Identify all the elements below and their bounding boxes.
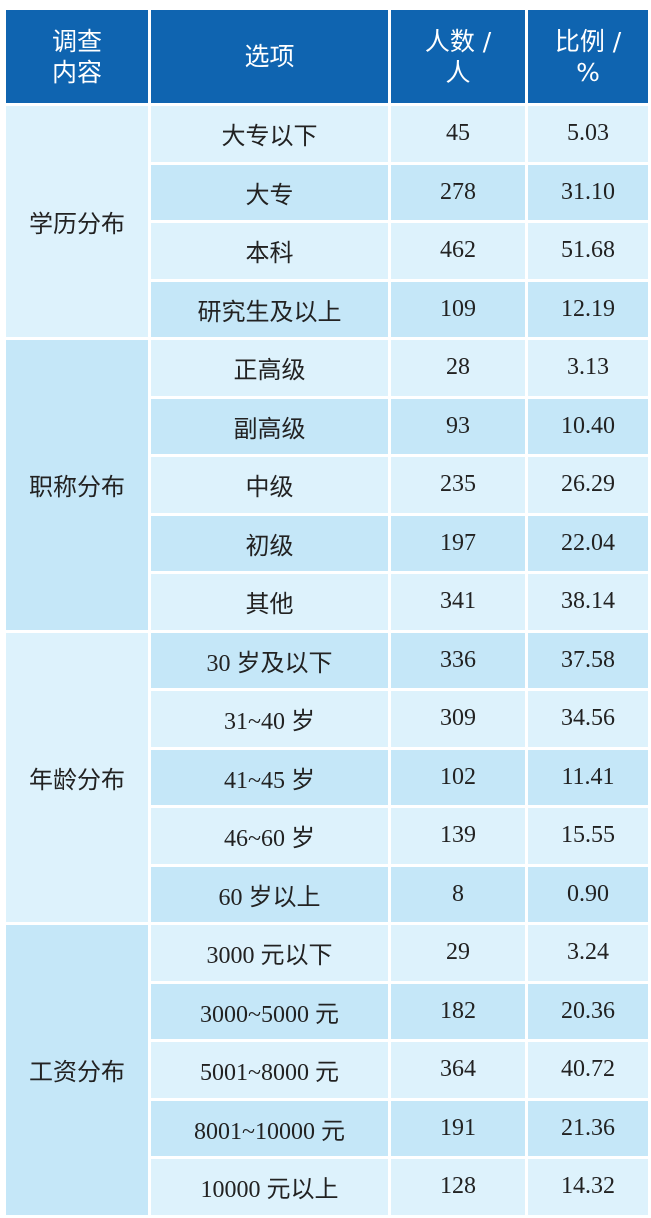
percent-cell: 38.14 <box>528 574 648 630</box>
count-cell: 462 <box>391 223 525 279</box>
count-cell: 191 <box>391 1100 525 1156</box>
table-row: 其他 341 38.14 <box>6 574 648 630</box>
count-cell: 235 <box>391 457 525 513</box>
group-name-cell: 学历分布 <box>6 106 148 337</box>
option-cell: 3000~5000 元 <box>151 983 388 1039</box>
percent-cell: 51.68 <box>528 223 648 279</box>
table-row: 31~40 岁 309 34.56 <box>6 691 648 747</box>
percent-cell: 37.58 <box>528 632 648 688</box>
count-cell: 29 <box>391 925 525 981</box>
header-percent: 比例 /% <box>528 10 648 103</box>
count-cell: 93 <box>391 398 525 454</box>
option-cell: 本科 <box>151 223 388 279</box>
percent-cell: 22.04 <box>528 515 648 571</box>
percent-cell: 3.24 <box>528 925 648 981</box>
option-cell: 副高级 <box>151 398 388 454</box>
header-text: 比例 / <box>554 26 622 56</box>
count-cell: 309 <box>391 691 525 747</box>
group-name-cell: 工资分布 <box>6 925 148 1215</box>
percent-cell: 10.40 <box>528 398 648 454</box>
count-cell: 128 <box>391 1159 525 1215</box>
percent-cell: 20.36 <box>528 983 648 1039</box>
table-row: 8001~10000 元 191 21.36 <box>6 1100 648 1156</box>
count-cell: 109 <box>391 281 525 337</box>
percent-cell: 31.10 <box>528 164 648 220</box>
table-row: 大专 278 31.10 <box>6 164 648 220</box>
table-row: 本科 462 51.68 <box>6 223 648 279</box>
percent-cell: 3.13 <box>528 340 648 396</box>
count-cell: 8 <box>391 866 525 922</box>
percent-cell: 15.55 <box>528 808 648 864</box>
option-cell: 8001~10000 元 <box>151 1100 388 1156</box>
header-text: 调查 <box>51 26 102 56</box>
percent-cell: 14.32 <box>528 1159 648 1215</box>
percent-cell: 26.29 <box>528 457 648 513</box>
table-body: 学历分布 大专以下 45 5.03 大专 278 31.10 本科 462 51.68 研究生及以上… <box>6 106 648 1215</box>
header-survey-content: 调查 内容 <box>6 10 148 103</box>
percent-cell: 11.41 <box>528 749 648 805</box>
option-cell: 60 岁以上 <box>151 866 388 922</box>
table-row: 研究生及以上 109 12.19 <box>6 281 648 337</box>
header-row: 调查 内容 选项 人数 / 人 比例 /% <box>6 10 648 103</box>
header-text: % <box>576 57 600 87</box>
count-cell: 197 <box>391 515 525 571</box>
option-cell: 中级 <box>151 457 388 513</box>
percent-cell: 40.72 <box>528 1042 648 1098</box>
table-row: 年龄分布 30 岁及以下 336 37.58 <box>6 632 648 922</box>
option-cell: 3000 元以下 <box>151 925 388 981</box>
option-cell: 41~45 岁 <box>151 749 388 805</box>
percent-cell: 12.19 <box>528 281 648 337</box>
table-row: 46~60 岁 139 15.55 <box>6 808 648 864</box>
option-cell: 初级 <box>151 515 388 571</box>
percent-cell: 5.03 <box>528 106 648 162</box>
header-count: 人数 / 人 <box>391 10 525 103</box>
option-cell: 其他 <box>151 574 388 630</box>
percent-cell: 21.36 <box>528 1100 648 1156</box>
table-row: 工资分布 3000 元以下 29 3.24 <box>6 925 648 1215</box>
option-cell: 大专 <box>151 164 388 220</box>
table-row: 41~45 岁 102 11.41 <box>6 749 648 805</box>
option-cell: 研究生及以上 <box>151 281 388 337</box>
table-row: 学历分布 大专以下 45 5.03 <box>6 106 648 337</box>
count-cell: 278 <box>391 164 525 220</box>
count-cell: 364 <box>391 1042 525 1098</box>
option-cell: 5001~8000 元 <box>151 1042 388 1098</box>
table-row: 3000~5000 元 182 20.36 <box>6 983 648 1039</box>
percent-cell: 0.90 <box>528 866 648 922</box>
count-cell: 341 <box>391 574 525 630</box>
count-cell: 336 <box>391 632 525 688</box>
option-cell: 46~60 岁 <box>151 808 388 864</box>
survey-table: 调查 内容 选项 人数 / 人 比例 /% 学历分布 大专以下 45 5.03 大专 278 3… <box>3 7 651 1218</box>
header-text: 人数 / <box>424 26 492 56</box>
group-name-cell: 年龄分布 <box>6 632 148 922</box>
table-row: 中级 235 26.29 <box>6 457 648 513</box>
option-cell: 30 岁及以下 <box>151 632 388 688</box>
percent-cell: 34.56 <box>528 691 648 747</box>
group-name-cell: 职称分布 <box>6 340 148 630</box>
option-cell: 大专以下 <box>151 106 388 162</box>
header-text: 人 <box>445 57 471 87</box>
table-row: 职称分布 正高级 28 3.13 <box>6 340 648 630</box>
table-row: 60 岁以上 8 0.90 <box>6 866 648 922</box>
count-cell: 182 <box>391 983 525 1039</box>
count-cell: 45 <box>391 106 525 162</box>
option-cell: 31~40 岁 <box>151 691 388 747</box>
count-cell: 102 <box>391 749 525 805</box>
table-row: 副高级 93 10.40 <box>6 398 648 454</box>
option-cell: 正高级 <box>151 340 388 396</box>
table-row: 10000 元以上 128 14.32 <box>6 1159 648 1215</box>
count-cell: 28 <box>391 340 525 396</box>
option-cell: 10000 元以上 <box>151 1159 388 1215</box>
count-cell: 139 <box>391 808 525 864</box>
header-text: 内容 <box>51 57 102 87</box>
table-row: 初级 197 22.04 <box>6 515 648 571</box>
table-row: 5001~8000 元 364 40.72 <box>6 1042 648 1098</box>
header-option: 选项 <box>151 10 388 103</box>
